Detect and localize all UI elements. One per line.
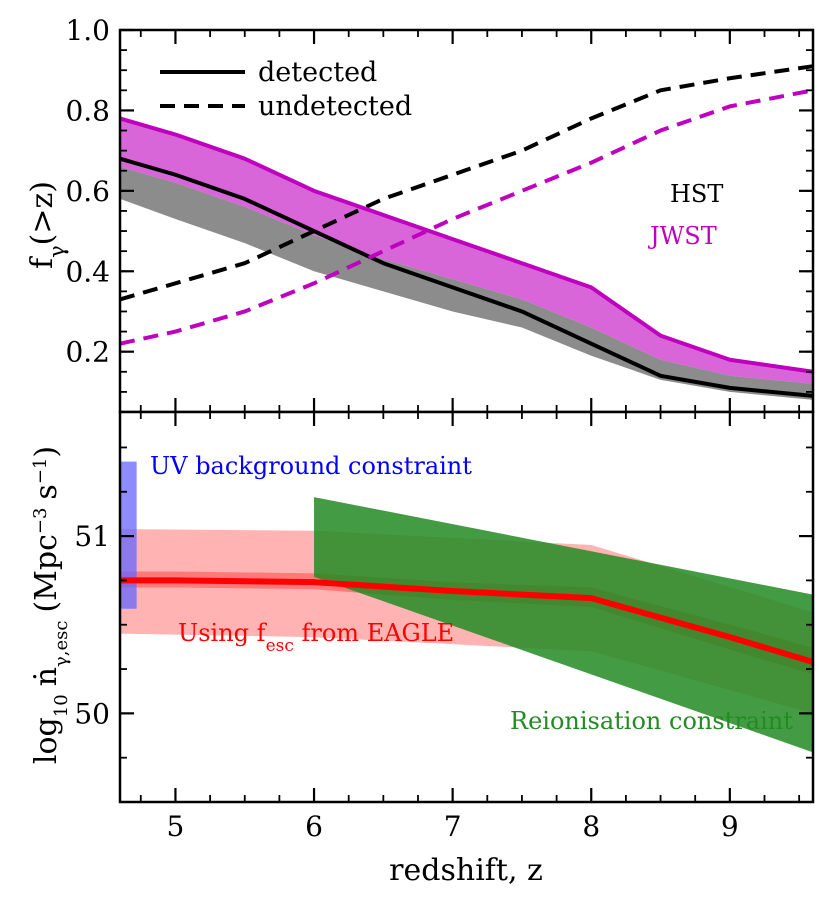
bottom-y-axis-label: log10ṅγ,esc(Mpc−3s−1): [29, 446, 72, 764]
top-legend: detected undetected: [160, 57, 412, 122]
band-reionisation: [314, 497, 813, 753]
bottom-panel: 50 51 5 6 7 8 9 UV background constraint Usin…: [29, 410, 815, 843]
y-tick-label: 50: [74, 697, 110, 730]
series-jwst-undetected: [119, 88, 814, 346]
x-tick-label: 9: [721, 810, 739, 843]
x-axis-label: redshift, z: [389, 853, 543, 888]
series-eagle-fesc: [120, 577, 814, 665]
series-hst-detected: [119, 156, 814, 398]
bottom-lines: [120, 577, 814, 665]
top-y-axis-label: fγ(>z): [25, 181, 69, 269]
legend-label-detected: detected: [258, 57, 377, 88]
top-lines: [119, 64, 814, 398]
y-tick-label: 51: [74, 520, 110, 553]
x-tick-label: 7: [444, 810, 462, 843]
y-tick-label: 0.2: [65, 336, 110, 369]
top-bands: [120, 118, 813, 400]
annotation-eagle-fesc: Using fesc from EAGLE: [178, 619, 454, 656]
annotation-uv-background: UV background constraint: [150, 452, 472, 480]
band-jwst-band: [120, 118, 813, 384]
annotation-reionisation: Reionisation constraint: [510, 707, 793, 735]
x-tick-label: 5: [167, 810, 185, 843]
x-tick-label: 8: [582, 810, 600, 843]
series-jwst-upper: [119, 116, 814, 374]
legend-label-undetected: undetected: [258, 91, 412, 122]
band-hst-band: [120, 166, 813, 400]
x-tick-label: 6: [305, 810, 323, 843]
y-tick-label: 1.0: [65, 14, 110, 47]
y-tick-label: 0.4: [65, 255, 110, 288]
top-panel: 0.20.40.60.81.0 detected undetected HST …: [25, 14, 815, 414]
bottom-panel-frame: [118, 410, 815, 804]
y-tick-label: 0.8: [65, 94, 110, 127]
series-hst-undetected: [119, 64, 814, 302]
y-tick-label: 0.6: [65, 175, 110, 208]
annotation-jwst: JWST: [647, 222, 717, 250]
annotation-hst: HST: [670, 180, 723, 208]
